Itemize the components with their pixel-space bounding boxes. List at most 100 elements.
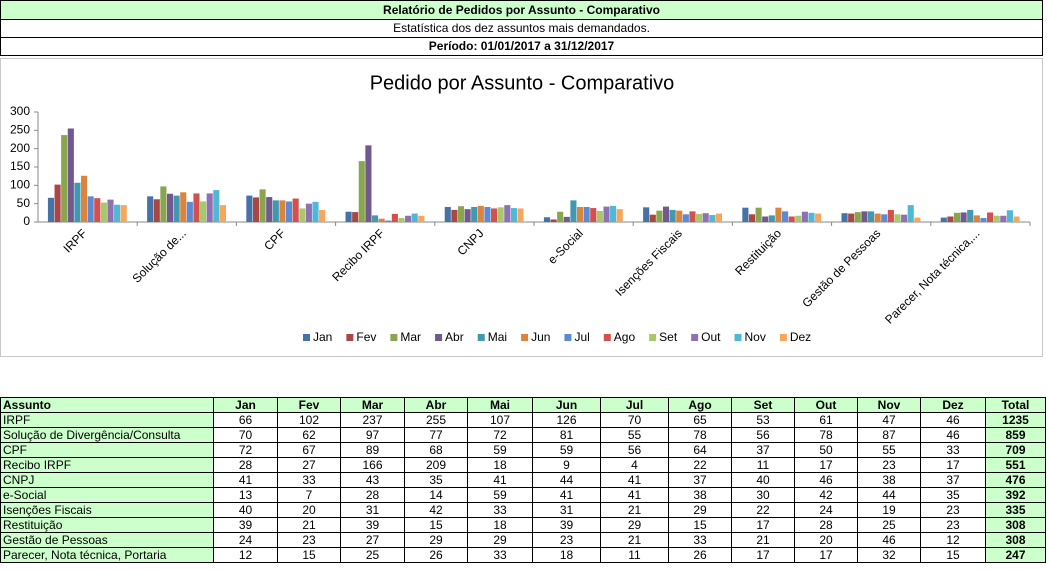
bar — [993, 215, 1000, 222]
table-cell: 81 — [532, 427, 601, 443]
table-cell: 29 — [600, 517, 669, 533]
table-cell: 27 — [277, 457, 341, 473]
table-cell: Restituição — [0, 517, 214, 533]
bar — [153, 199, 160, 222]
table-cell: Jun — [532, 397, 601, 413]
bar — [550, 219, 557, 222]
table-cell: 33 — [467, 547, 533, 563]
bar — [643, 207, 650, 222]
chart: Pedido por Assunto - Comparativo 0 50 100 1… — [0, 58, 1043, 357]
report-period: Período: 01/01/2017 a 31/12/2017 — [0, 37, 1043, 56]
bar — [378, 218, 385, 222]
bar — [491, 208, 498, 222]
bar — [471, 206, 478, 222]
table-cell: 23 — [277, 532, 341, 548]
bar — [563, 216, 570, 222]
bar — [702, 213, 709, 222]
table-cell: 77 — [404, 427, 468, 443]
legend-label: Jun — [531, 330, 550, 344]
bar — [782, 211, 789, 222]
table-cell: 22 — [668, 457, 732, 473]
bar — [973, 215, 980, 222]
legend-swatch — [346, 334, 354, 341]
y-tick-label: 50 — [17, 196, 31, 210]
table-cell: 62 — [277, 427, 341, 443]
legend-label: Jul — [574, 330, 589, 344]
table-cell: 17 — [731, 517, 795, 533]
table-cell: 64 — [668, 442, 732, 458]
table-cell: 72 — [213, 442, 278, 458]
table-cell: 11 — [600, 547, 669, 563]
table-cell: 53 — [731, 412, 795, 428]
table-cell: Ago — [668, 397, 732, 413]
table-cell: 35 — [920, 487, 986, 503]
table-cell: 15 — [920, 547, 986, 563]
bar — [200, 201, 207, 222]
bar — [246, 195, 253, 222]
table-cell: 551 — [985, 457, 1046, 473]
table-cell: 26 — [404, 547, 468, 563]
table-cell: 39 — [213, 517, 278, 533]
table-cell: 31 — [340, 502, 405, 518]
bar — [312, 201, 319, 222]
table-cell: 61 — [794, 412, 858, 428]
table-cell: 40 — [731, 472, 795, 488]
table-cell: 56 — [731, 427, 795, 443]
bar — [861, 211, 868, 222]
bar — [808, 212, 815, 222]
table-cell: Recibo IRPF — [0, 457, 214, 473]
table-cell: 17 — [794, 457, 858, 473]
table-cell: 46 — [920, 427, 986, 443]
table-cell: 65 — [668, 412, 732, 428]
bar — [272, 200, 279, 222]
legend-swatch — [603, 334, 611, 341]
table-cell: 66 — [213, 412, 278, 428]
table-cell: 22 — [731, 502, 795, 518]
bar — [1000, 215, 1007, 222]
table-cell: 4 — [600, 457, 669, 473]
bar — [795, 215, 802, 222]
table-cell: 21 — [277, 517, 341, 533]
table-cell: Set — [731, 397, 795, 413]
bar — [867, 211, 875, 222]
table-cell: 43 — [340, 472, 405, 488]
bar — [219, 205, 226, 222]
table-cell: Mai — [467, 397, 533, 413]
bar — [854, 212, 861, 222]
bar — [940, 217, 947, 222]
legend-label: Out — [701, 330, 721, 344]
bar — [252, 197, 260, 222]
table-cell: Isenções Fiscais — [0, 502, 214, 518]
table-cell: 33 — [467, 502, 533, 518]
table-cell: 18 — [467, 457, 533, 473]
table-cell: 13 — [213, 487, 278, 503]
table-cell: 41 — [213, 472, 278, 488]
y-tick-label: 150 — [10, 159, 30, 173]
table-cell: 859 — [985, 427, 1046, 443]
table-cell: 41 — [532, 487, 601, 503]
legend-swatch — [691, 334, 699, 341]
table-cell: 11 — [731, 457, 795, 473]
bar — [464, 209, 471, 222]
bar — [662, 206, 670, 222]
bar — [166, 193, 174, 222]
bar — [596, 211, 603, 222]
table-cell: 20 — [277, 502, 341, 518]
bar — [457, 206, 465, 222]
legend-swatch — [435, 334, 443, 341]
table-cell: 126 — [532, 412, 601, 428]
legend-label: Mar — [400, 330, 421, 344]
bar — [656, 210, 663, 222]
bar — [305, 203, 312, 222]
table-cell: e-Social — [0, 487, 214, 503]
bar — [881, 214, 888, 222]
table-cell: Jul — [600, 397, 669, 413]
table-cell: 38 — [668, 487, 732, 503]
bar — [504, 205, 511, 222]
bar — [418, 215, 425, 222]
table-cell: 87 — [857, 427, 921, 443]
table-cell: 59 — [532, 442, 601, 458]
table-cell: 237 — [340, 412, 405, 428]
bar — [907, 205, 914, 222]
bar — [676, 210, 683, 222]
